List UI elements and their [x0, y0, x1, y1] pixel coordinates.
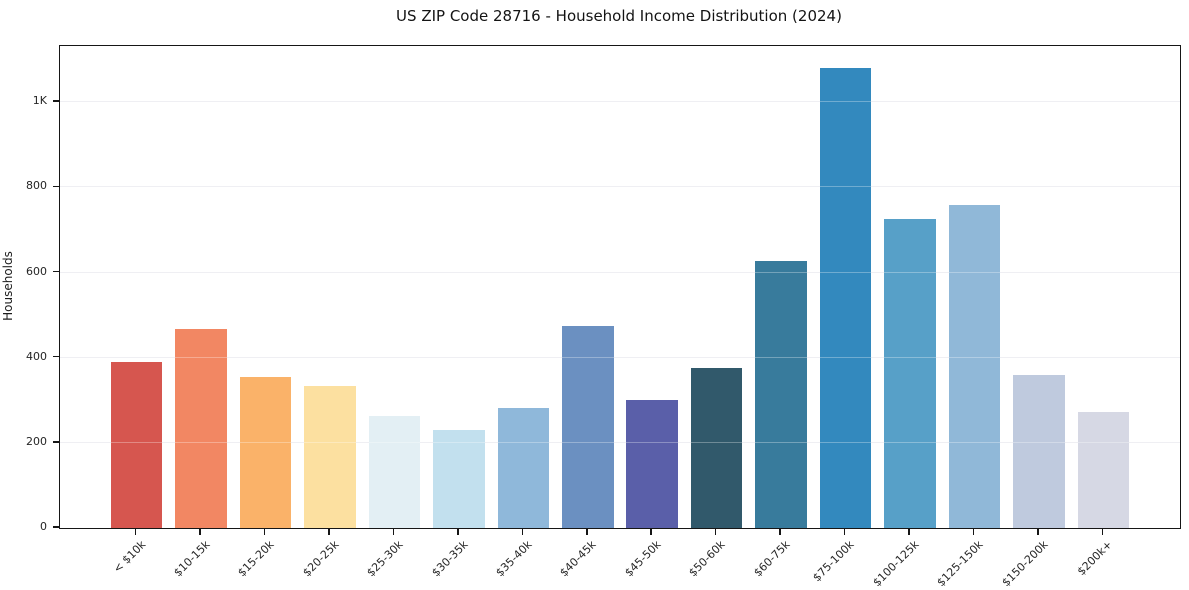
x-tick-mark-$40-45k — [586, 528, 588, 535]
x-tick-mark-$60-75k — [779, 528, 781, 535]
bar-$75-100k — [819, 68, 872, 528]
bar-$40-45k — [562, 325, 614, 528]
x-tick-mark-$150-200k — [1037, 528, 1039, 535]
bar-$15-20k — [239, 376, 292, 528]
gridline-600 — [60, 271, 1180, 273]
x-tick-mark-$50-60k — [714, 528, 717, 535]
x-tick-mark-$15-20k — [263, 528, 266, 535]
bar-$100-125k — [884, 218, 936, 528]
x-tick-label-$50-60k: $50-60k — [686, 538, 728, 580]
y-tick-label-1K: 1K — [32, 94, 47, 108]
x-tick-mark-$45-50k — [650, 528, 652, 535]
x-tick-mark-$200k+ — [1101, 528, 1104, 535]
x-tick-label-$125-150k: $125-150k — [934, 538, 986, 590]
y-tick-mark-1K — [53, 100, 59, 102]
gridline-overlay-1K — [60, 101, 1180, 103]
x-tick-label-$45-50k: $45-50k — [622, 538, 664, 580]
x-tick-mark-$75-100k — [843, 528, 846, 535]
x-tick-label-$100-125k: $100-125k — [870, 538, 922, 590]
gridline-overlay-600 — [60, 271, 1180, 273]
plot-area — [59, 45, 1181, 529]
y-tick-label-800: 800 — [26, 179, 47, 193]
x-tick-label-$10-15k: $10-15k — [171, 538, 213, 580]
x-tick-label-$30-35k: $30-35k — [428, 538, 471, 580]
gridline-1K — [60, 101, 1180, 103]
y-tick-mark-600 — [53, 270, 59, 273]
x-tick-label-$150-200k: $150-200k — [998, 538, 1051, 590]
x-tick-label-$200k+: $200k+ — [1074, 538, 1115, 579]
gridline-200 — [60, 441, 1180, 443]
bar-$20-25k — [304, 385, 356, 528]
x-tick-mark-$125-150k — [972, 528, 975, 535]
x-tick-mark-$35-40k — [521, 528, 524, 535]
x-tick-mark-$30-35k — [457, 528, 459, 535]
bar-$150-200k — [1013, 374, 1065, 528]
x-tick-label-$35-40k: $35-40k — [493, 538, 535, 580]
bar-$30-35k — [433, 430, 485, 528]
y-tick-label-0: 0 — [40, 520, 47, 533]
bar-$25-30k — [368, 416, 421, 528]
bar-$125-150k — [948, 205, 1001, 528]
bar-$35-40k — [497, 407, 550, 528]
x-tick-mark-$10-15k — [199, 528, 201, 535]
chart-title: US ZIP Code 28716 - Household Income Dis… — [396, 7, 842, 25]
y-tick-mark-0 — [53, 526, 59, 528]
gridline-overlay-200 — [60, 441, 1180, 443]
y-tick-label-600: 600 — [26, 264, 47, 278]
x-tick-label-$15-20k: $15-20k — [235, 538, 277, 580]
x-tick-label-$75-100k: $75-100k — [810, 538, 857, 585]
x-tick-mark-$25-30k — [392, 528, 395, 535]
bar-$45-50k — [626, 400, 678, 528]
bar-< $10k — [110, 361, 163, 528]
y-tick-label-200: 200 — [26, 434, 47, 448]
bar-$60-75k — [755, 261, 807, 528]
x-tick-label-$20-25k: $20-25k — [299, 538, 342, 580]
y-tick-mark-800 — [53, 185, 59, 188]
bar-$200k+ — [1077, 412, 1130, 528]
x-tick-mark-< $10k — [134, 528, 137, 535]
gridline-800 — [60, 186, 1180, 188]
bar-$50-60k — [690, 367, 743, 528]
y-tick-mark-400 — [53, 355, 59, 358]
bar-$10-15k — [175, 329, 227, 528]
x-tick-mark-$20-25k — [328, 528, 330, 535]
y-tick-label-400: 400 — [26, 349, 47, 363]
x-tick-label-$60-75k: $60-75k — [751, 538, 793, 580]
x-tick-mark-$100-125k — [908, 528, 910, 535]
x-tick-label-$40-45k: $40-45k — [557, 538, 599, 580]
x-tick-label-$25-30k: $25-30k — [364, 538, 406, 580]
y-tick-mark-200 — [53, 441, 59, 443]
x-tick-label-< $10k: < $10k — [110, 538, 148, 576]
gridline-overlay-400 — [60, 356, 1180, 358]
gridline-overlay-800 — [60, 186, 1180, 188]
gridline-400 — [60, 356, 1180, 358]
